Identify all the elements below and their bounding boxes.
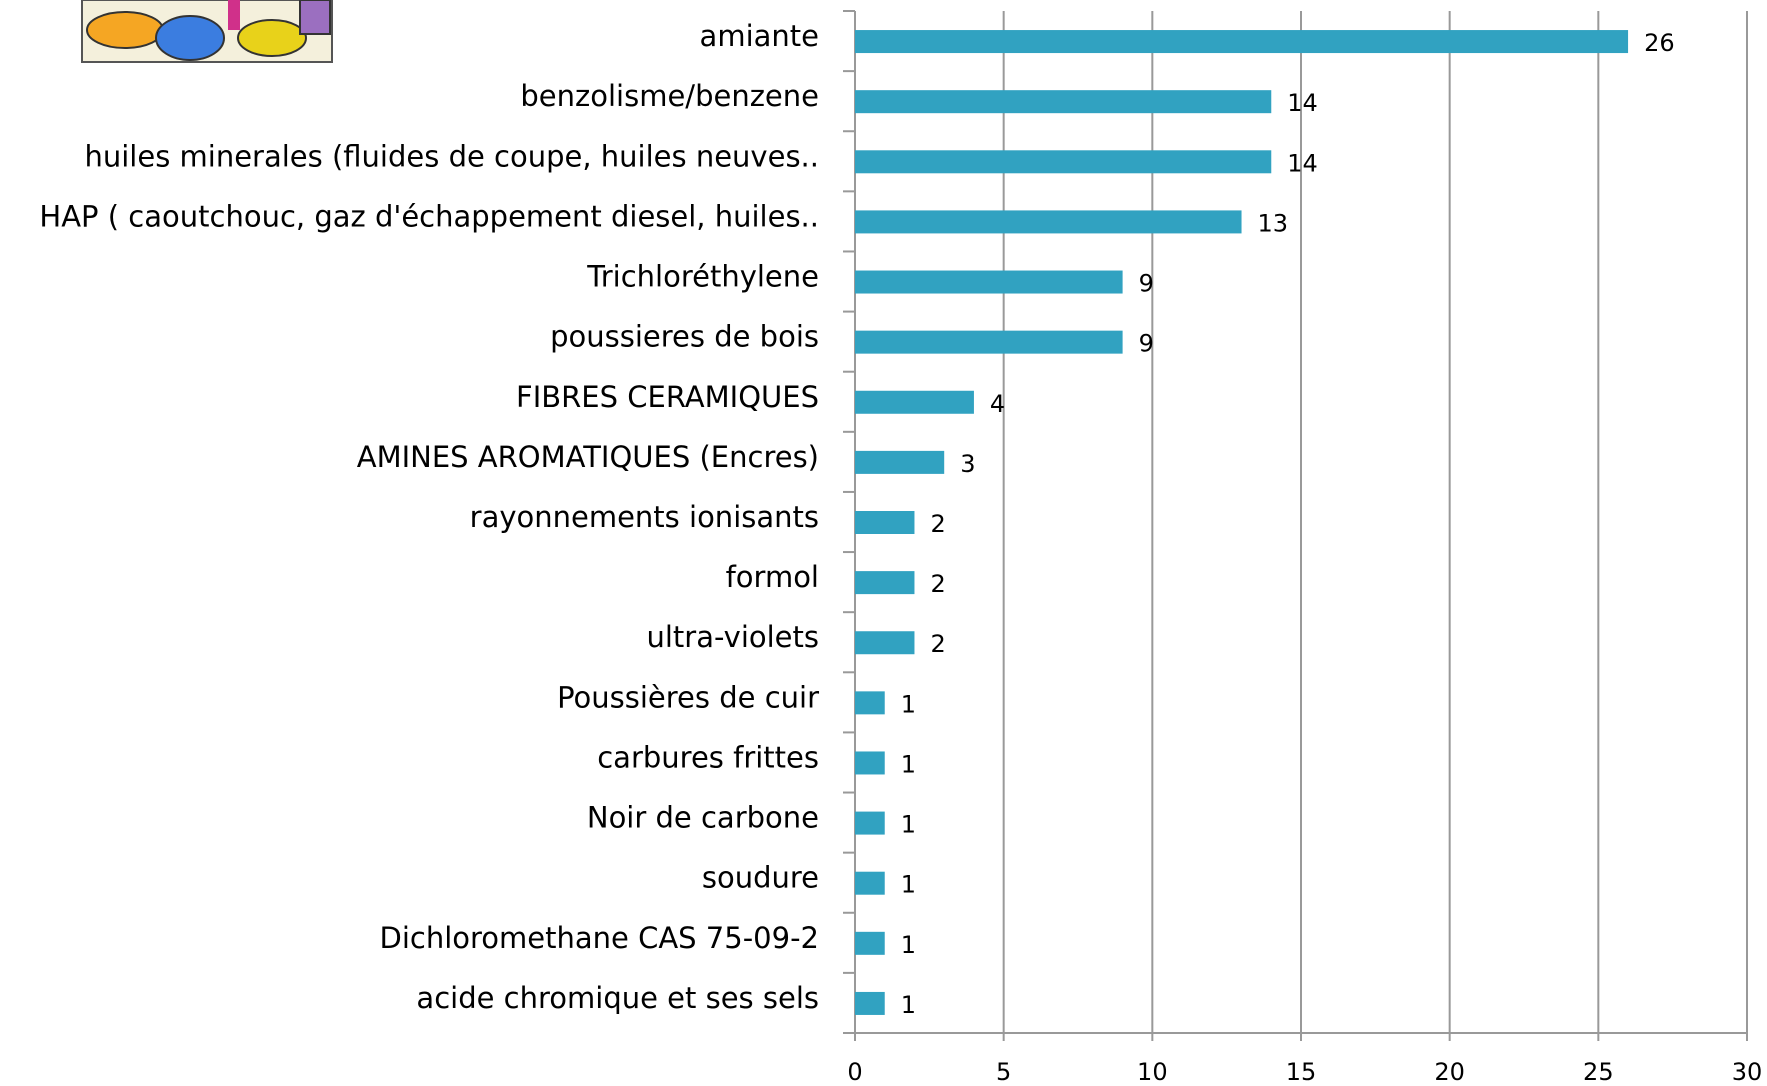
bar (855, 330, 1123, 354)
y-tick-label: huiles minerales (fluides de coupe, huil… (84, 139, 819, 173)
bar (855, 270, 1123, 294)
y-tick-label: soudure (702, 861, 819, 895)
y-tick-label: AMINES AROMATIQUES (Encres) (357, 440, 819, 474)
data-label: 9 (1139, 330, 1154, 358)
bar (855, 210, 1242, 234)
y-tick-label: Poussières de cuir (557, 680, 819, 714)
bar (855, 631, 915, 655)
bar (855, 931, 885, 955)
bar (855, 751, 885, 775)
bar (855, 390, 974, 414)
y-tick-label: amiante (700, 19, 819, 53)
x-tick-label: 30 (1732, 1058, 1763, 1086)
data-label: 13 (1258, 209, 1289, 237)
bar (855, 30, 1629, 54)
data-label: 1 (901, 750, 916, 778)
x-tick-label: 5 (996, 1058, 1011, 1086)
data-label: 1 (901, 931, 916, 959)
y-tick-label: Dichloromethane CAS 75-09-2 (380, 921, 820, 955)
y-tick-label: Noir de carbone (587, 801, 819, 835)
data-label: 3 (960, 450, 975, 478)
data-label: 1 (901, 991, 916, 1019)
data-label: 1 (901, 811, 916, 839)
y-tick-label: acide chromique et ses sels (416, 981, 819, 1015)
y-tick-label: formol (726, 560, 819, 594)
x-tick-label: 0 (847, 1058, 862, 1086)
data-label: 2 (930, 630, 945, 658)
x-tick-label: 10 (1137, 1058, 1168, 1086)
data-label: 14 (1287, 89, 1318, 117)
data-label: 2 (930, 510, 945, 538)
data-label: 26 (1644, 29, 1675, 57)
bar (855, 571, 915, 595)
y-tick-label: carbures frittes (597, 740, 819, 774)
y-tick-label: FIBRES CERAMIQUES (516, 380, 819, 414)
y-tick-label: benzolisme/benzene (520, 79, 819, 113)
x-tick-label: 20 (1434, 1058, 1465, 1086)
data-label: 4 (990, 390, 1005, 418)
data-label: 9 (1139, 270, 1154, 298)
bar (855, 511, 915, 534)
x-tick-label: 15 (1286, 1058, 1317, 1086)
y-tick-label: rayonnements ionisants (470, 500, 819, 534)
y-tick-label: Trichloréthylene (586, 260, 819, 294)
data-label: 2 (930, 570, 945, 598)
y-tick-label: ultra-violets (646, 620, 819, 654)
data-label: 1 (901, 871, 916, 899)
y-tick-label: poussieres de bois (550, 320, 819, 354)
x-tick-label: 25 (1583, 1058, 1614, 1086)
y-tick-label: HAP ( caoutchouc, gaz d'échappement dies… (39, 199, 819, 233)
bar (855, 811, 885, 835)
data-label: 1 (901, 690, 916, 718)
bar (855, 450, 945, 474)
data-label: 14 (1287, 149, 1318, 177)
bar (855, 90, 1272, 114)
bar (855, 871, 885, 895)
bar (855, 991, 885, 1015)
flask-icon (81, 0, 333, 63)
bar (855, 691, 885, 715)
bar (855, 150, 1272, 174)
